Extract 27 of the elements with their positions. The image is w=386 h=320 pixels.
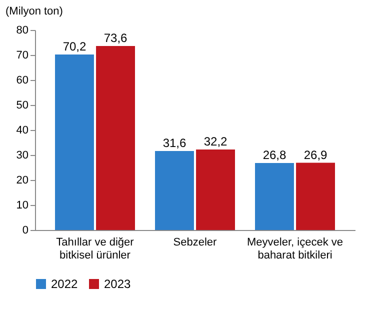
data-label: 70,2: [62, 40, 86, 54]
y-tick-label: 80: [16, 24, 28, 36]
bar: [255, 163, 294, 230]
y-tick-label: 20: [16, 174, 28, 186]
data-label: 32,2: [204, 134, 228, 148]
y-tick-label: 0: [22, 224, 28, 236]
bar: [196, 150, 235, 230]
legend-label: 2022: [51, 277, 78, 291]
x-tick-label: Sebzeler: [173, 236, 218, 248]
y-tick-label: 70: [16, 50, 28, 62]
y-axis-title: (Milyon ton): [6, 6, 63, 18]
legend-label: 2023: [104, 277, 132, 291]
bar: [296, 162, 335, 230]
y-tick-label: 60: [16, 74, 28, 86]
y-tick-label: 30: [16, 150, 28, 162]
data-label: 26,9: [304, 148, 328, 162]
bar: [55, 54, 94, 230]
data-label: 26,8: [262, 148, 286, 162]
bar: [155, 151, 194, 230]
data-label: 31,6: [162, 136, 186, 150]
x-tick-label: Tahıllar ve diğer bitkisel ürünler: [56, 236, 134, 262]
bar: [96, 46, 135, 230]
data-label: 73,6: [104, 31, 128, 45]
y-tick-label: 40: [16, 124, 28, 136]
x-tick-label: Meyveler, içecek ve baharat bitkileri: [247, 236, 343, 262]
y-tick-label: 10: [16, 200, 28, 212]
y-tick-label: 50: [16, 100, 28, 112]
